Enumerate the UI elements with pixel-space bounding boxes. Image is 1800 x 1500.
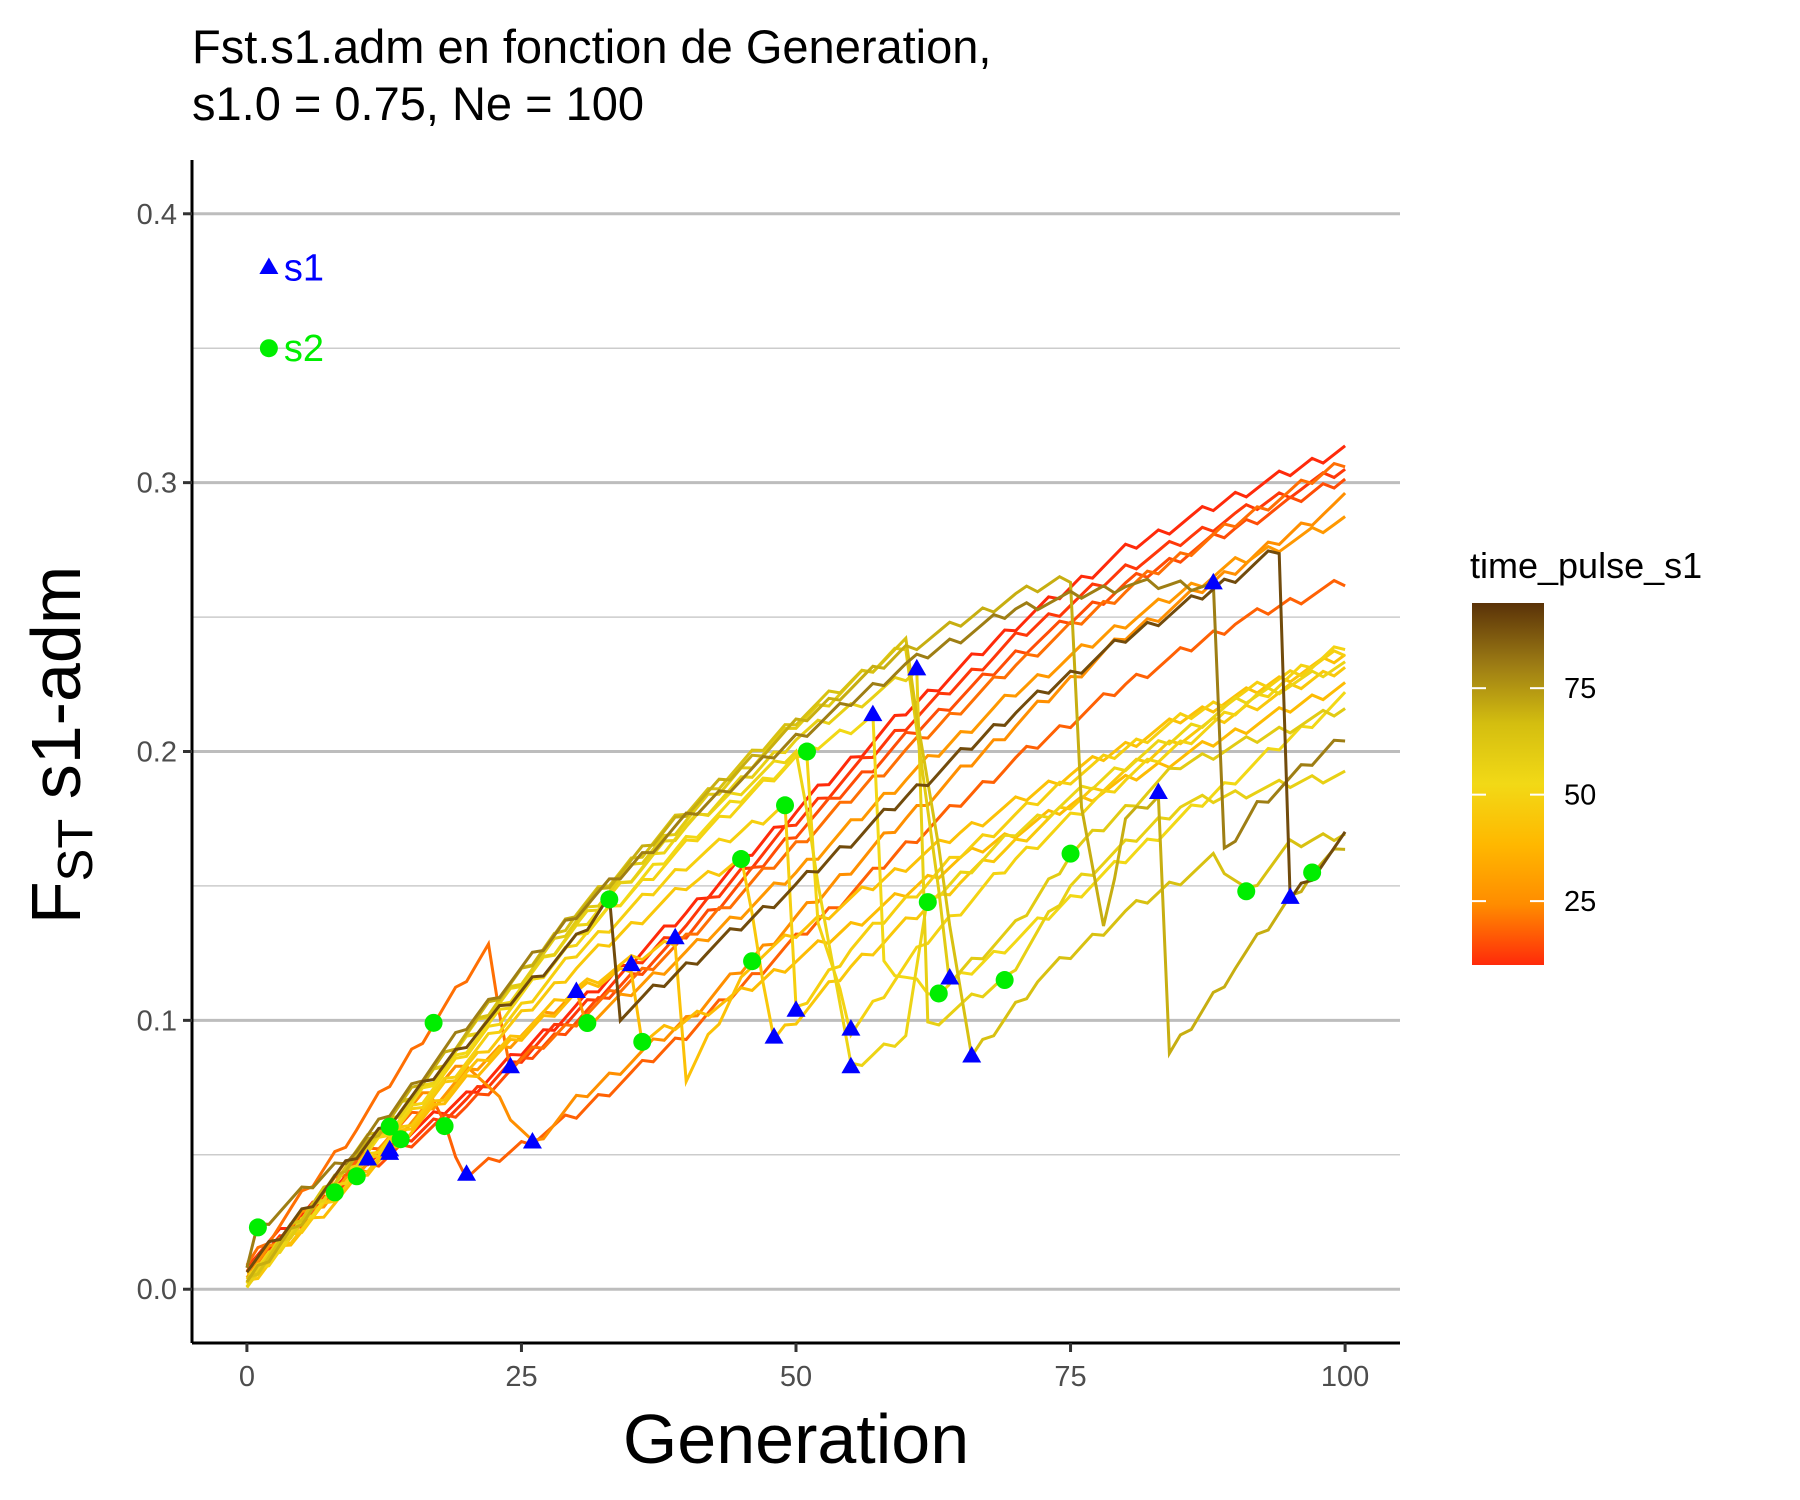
- y-axis-title-rest: s1-adm: [17, 566, 95, 819]
- series-line: [245, 515, 1346, 1284]
- y-axis-title: FST s1-adm: [17, 566, 103, 924]
- s1-marker: [1148, 782, 1168, 800]
- s1-marker: [764, 1027, 784, 1044]
- x-tick-label: 100: [1321, 1361, 1369, 1393]
- s1-marker: [358, 1148, 378, 1166]
- s1-marker: [962, 1046, 982, 1063]
- chart-title: Fst.s1.adm en fonction de Generation, s1…: [192, 20, 991, 130]
- legend-colorbar: [1472, 603, 1544, 965]
- y-tick-label: 0.1: [137, 1005, 177, 1037]
- s1-marker: [1280, 887, 1300, 904]
- x-tick-label: 25: [505, 1361, 537, 1393]
- series-line: [246, 666, 1347, 1282]
- s2-marker: [633, 1032, 652, 1051]
- series-line: [245, 645, 1346, 1285]
- x-axis-title: Generation: [623, 1400, 969, 1478]
- y-axis-title-main: F: [17, 881, 95, 924]
- s2-marker: [1061, 844, 1080, 863]
- series-line: [245, 578, 1346, 1273]
- title-line-2: s1.0 = 0.75, Ne = 100: [192, 77, 644, 130]
- s2-marker: [600, 890, 619, 909]
- legend-tick-label: 75: [1564, 673, 1596, 705]
- legend-label-s2: s2: [284, 328, 324, 370]
- s1-marker: [1203, 572, 1223, 590]
- s2-marker: [248, 1218, 267, 1237]
- legend-tick-label: 25: [1564, 886, 1596, 918]
- s2-marker: [918, 893, 937, 912]
- s1-marker: [621, 954, 641, 972]
- series-line: [245, 444, 1347, 1269]
- marker-legend: s1 s2: [259, 248, 324, 370]
- y-axis-ticks: 0.0 0.1 0.2 0.3 0.4: [137, 199, 192, 1306]
- s1-marker: [841, 1019, 861, 1036]
- s1-marker: [786, 1000, 806, 1017]
- s2-marker: [1303, 863, 1322, 882]
- series-line: [245, 660, 1346, 1289]
- y-tick-label: 0.3: [137, 468, 177, 500]
- s2-marker: [380, 1117, 399, 1136]
- legend-ticks: 25 50 75: [1472, 673, 1596, 918]
- x-tick-label: 0: [239, 1361, 255, 1393]
- title-line-1: Fst.s1.adm en fonction de Generation,: [192, 20, 991, 73]
- x-axis-ticks: 0 25 50 75 100: [239, 1343, 1369, 1393]
- pulse-markers: [248, 572, 1322, 1237]
- s2-marker: [1237, 882, 1256, 901]
- s2-marker: [929, 984, 948, 1003]
- s1-marker: [907, 658, 927, 676]
- s2-marker: [435, 1117, 454, 1136]
- s1-marker: [665, 927, 685, 945]
- s2-marker: [347, 1167, 366, 1186]
- series-line: [245, 574, 1346, 1283]
- s1-marker: [522, 1132, 542, 1149]
- s2-marker: [743, 952, 762, 971]
- s1-marker: [940, 968, 960, 985]
- legend-label-s1: s1: [284, 248, 324, 290]
- s2-marker: [797, 742, 816, 761]
- s2-marker: [578, 1014, 597, 1033]
- legend-marker-s2: [259, 339, 278, 358]
- s2-marker: [995, 971, 1014, 990]
- s1-marker: [863, 704, 883, 722]
- series-line: [246, 468, 1347, 1264]
- series-line: [245, 549, 1347, 1274]
- series-lines: [245, 444, 1347, 1289]
- y-axis-title-sub: ST: [49, 819, 103, 882]
- s2-marker: [391, 1130, 410, 1149]
- s2-marker: [776, 796, 795, 815]
- y-tick-label: 0.2: [137, 737, 177, 769]
- legend-title: time_pulse_s1: [1470, 545, 1702, 586]
- series-line: [245, 577, 1346, 1269]
- x-tick-label: 75: [1054, 1361, 1086, 1393]
- x-tick-label: 50: [780, 1361, 812, 1393]
- s1-marker: [500, 1056, 520, 1074]
- legend-marker-s1: [259, 257, 279, 275]
- series-line: [245, 667, 1346, 1288]
- y-tick-label: 0.4: [137, 199, 177, 231]
- series-line: [245, 461, 1346, 1266]
- legend-tick-label: 50: [1564, 780, 1596, 812]
- series-line: [246, 477, 1347, 1269]
- s2-marker: [424, 1013, 443, 1032]
- color-legend: time_pulse_s1 25 50 75: [1470, 545, 1702, 965]
- y-tick-label: 0.0: [137, 1274, 177, 1306]
- series-line: [245, 681, 1347, 1288]
- s1-marker: [380, 1143, 400, 1160]
- s1-marker: [457, 1164, 477, 1181]
- s1-marker: [841, 1056, 861, 1074]
- s2-marker: [732, 850, 751, 869]
- series-line: [246, 653, 1346, 1275]
- s2-marker: [325, 1183, 344, 1202]
- s1-marker: [566, 981, 586, 998]
